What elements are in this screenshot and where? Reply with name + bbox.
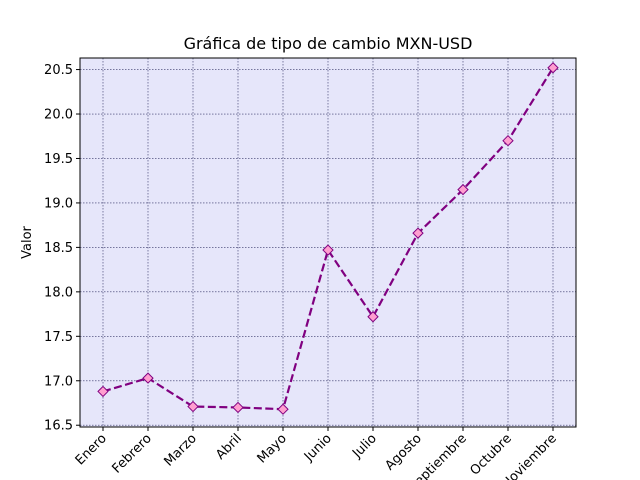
y-tick-label: 20.0: [44, 108, 73, 123]
data-point-marker: [457, 183, 469, 196]
y-axis-label: Valor: [20, 225, 35, 258]
data-point-marker: [502, 134, 514, 147]
x-tick-label: Junio: [301, 431, 335, 465]
data-point-marker: [277, 403, 289, 415]
y-tick-label: 20.5: [44, 63, 73, 78]
data-point-marker: [97, 385, 109, 398]
y-tick-label: 18.0: [44, 285, 73, 300]
x-tick-label: Marzo: [161, 431, 199, 469]
grid: [80, 58, 576, 427]
x-tick-label: Julio: [349, 431, 380, 462]
y-tick-label: 17.5: [44, 330, 73, 345]
y-axis: 16.5 17.0 17.5 18.0 18.5 19.0 19.5 20.0 20.5: [44, 63, 80, 434]
y-tick-label: 19.5: [44, 152, 73, 167]
x-tick-label: Agosto: [382, 431, 424, 473]
data-point-marker: [322, 244, 334, 256]
x-tick-label: Abril: [213, 431, 245, 463]
y-tick-label: 18.5: [44, 241, 73, 256]
chart-title: Gráfica de tipo de cambio MXN-USD: [184, 34, 473, 53]
data-point-marker: [187, 400, 199, 413]
x-tick-label: Mayo: [255, 431, 290, 466]
y-tick-label: 17.0: [44, 374, 73, 389]
data-point-marker: [547, 62, 559, 74]
data-point-marker: [412, 227, 424, 239]
series-line: [102, 67, 554, 411]
x-tick-label: Febrero: [110, 431, 155, 476]
data-point-marker: [367, 311, 379, 323]
series-layer: [102, 67, 554, 411]
marker-layer: [97, 62, 559, 415]
data-point-marker: [142, 372, 154, 384]
y-tick-label: 19.0: [44, 196, 73, 211]
x-tick-label: Enero: [73, 431, 110, 468]
x-axis: Enero Febrero Marzo Abril Mayo Junio Julio Agos…: [73, 427, 560, 480]
y-tick-label: 16.5: [44, 419, 73, 434]
data-point-marker: [232, 401, 244, 414]
